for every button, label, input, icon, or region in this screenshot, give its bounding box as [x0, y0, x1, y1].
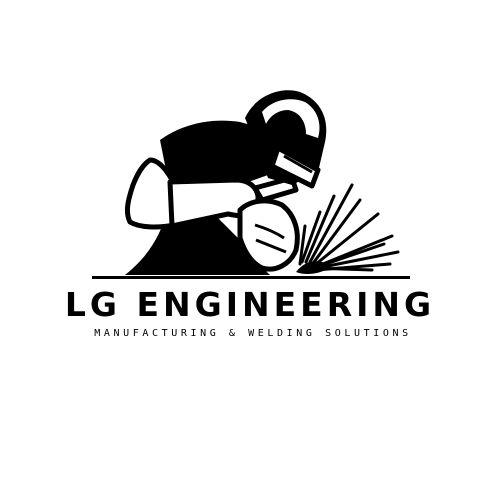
welding-spark-icon — [298, 183, 400, 272]
welder-icon — [92, 90, 410, 279]
brand-name: LG ENGINEERING — [64, 285, 436, 324]
tagline: MANUFACTURING & WELDING SOLUTIONS — [94, 328, 412, 339]
